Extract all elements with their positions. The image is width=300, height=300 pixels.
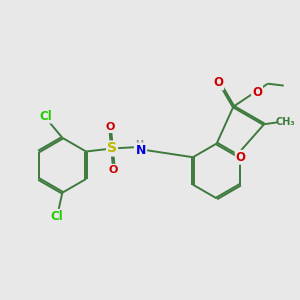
Text: O: O (236, 151, 246, 164)
Text: H: H (135, 140, 143, 150)
Text: O: O (252, 86, 262, 99)
Text: O: O (106, 122, 115, 132)
Text: Cl: Cl (40, 110, 52, 123)
Text: N: N (136, 143, 146, 157)
Text: S: S (107, 142, 117, 155)
Text: CH₃: CH₃ (276, 117, 296, 127)
Text: O: O (109, 165, 118, 175)
Text: O: O (213, 76, 223, 89)
Text: Cl: Cl (50, 210, 63, 223)
